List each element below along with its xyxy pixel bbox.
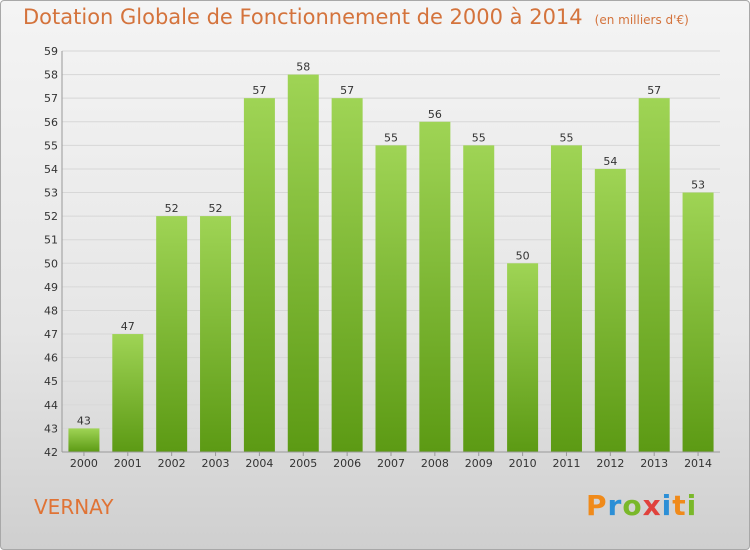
y-tick-label: 48 bbox=[44, 304, 58, 317]
y-tick-label: 55 bbox=[44, 139, 58, 152]
data-label: 52 bbox=[165, 202, 179, 215]
x-tick-label: 2003 bbox=[202, 457, 230, 470]
bar-2000 bbox=[68, 428, 100, 452]
data-label: 55 bbox=[384, 131, 398, 144]
y-tick-label: 57 bbox=[44, 92, 58, 105]
x-tick-label: 2000 bbox=[70, 457, 98, 470]
data-label: 57 bbox=[647, 84, 661, 97]
x-tick-label: 2008 bbox=[421, 457, 449, 470]
logo-letter: i bbox=[686, 489, 698, 522]
bar-2006 bbox=[331, 98, 363, 453]
x-tick-label: 2011 bbox=[552, 457, 580, 470]
y-tick-label: 50 bbox=[44, 257, 58, 270]
data-label: 54 bbox=[603, 155, 617, 168]
x-tick-label: 2001 bbox=[114, 457, 142, 470]
x-tick-label: 2013 bbox=[640, 457, 668, 470]
data-label: 50 bbox=[516, 249, 530, 262]
data-labels: 43 47 52 52 57 58 57 55 56 55 50 55 54 57 53 bbox=[77, 61, 705, 428]
y-tick-label: 42 bbox=[44, 446, 58, 459]
y-tick-label: 58 bbox=[44, 69, 58, 82]
y-tick-label: 56 bbox=[44, 116, 58, 129]
x-tick-label: 2014 bbox=[684, 457, 712, 470]
data-label: 58 bbox=[296, 61, 310, 74]
chart-title: Dotation Globale de Fonctionnement de 20… bbox=[23, 5, 689, 29]
logo-letter: P bbox=[586, 489, 608, 522]
bar-2008 bbox=[419, 121, 451, 452]
x-tick-label: 2002 bbox=[158, 457, 186, 470]
data-label: 43 bbox=[77, 414, 91, 427]
axes: 42 43 44 45 46 47 48 49 50 51 52 53 54 55 56 57 58 59 2000… bbox=[44, 45, 720, 470]
data-label: 52 bbox=[209, 202, 223, 215]
y-tick-label: 53 bbox=[44, 187, 58, 200]
data-label: 47 bbox=[121, 320, 135, 333]
y-tick-label: 59 bbox=[44, 45, 58, 58]
x-tick-label: 2010 bbox=[509, 457, 537, 470]
data-label: 53 bbox=[691, 179, 705, 192]
data-label: 55 bbox=[559, 131, 573, 144]
bar-2001 bbox=[112, 334, 144, 452]
y-tick-label: 47 bbox=[44, 328, 58, 341]
y-tick-label: 45 bbox=[44, 375, 58, 388]
bar-2005 bbox=[287, 74, 319, 453]
logo-letter: x bbox=[642, 489, 662, 522]
data-label: 57 bbox=[252, 84, 266, 97]
bars bbox=[68, 74, 714, 453]
bar-2013 bbox=[638, 98, 670, 453]
x-tick-label: 2012 bbox=[596, 457, 624, 470]
chart-title-text: Dotation Globale de Fonctionnement de 20… bbox=[23, 5, 583, 29]
x-tick-label: 2007 bbox=[377, 457, 405, 470]
data-label: 57 bbox=[340, 84, 354, 97]
bar-2003 bbox=[200, 216, 232, 452]
y-tick-label: 46 bbox=[44, 352, 58, 365]
y-tick-label: 54 bbox=[44, 163, 58, 176]
bar-2010 bbox=[507, 263, 539, 452]
y-tick-label: 49 bbox=[44, 281, 58, 294]
bar-2007 bbox=[375, 145, 407, 452]
y-tick-label: 44 bbox=[44, 399, 58, 412]
y-tick-label: 51 bbox=[44, 234, 58, 247]
bar-2009 bbox=[463, 145, 495, 452]
logo-letter: t bbox=[672, 489, 687, 522]
data-label: 55 bbox=[472, 131, 486, 144]
commune-name: VERNAY bbox=[34, 495, 114, 519]
bar-2012 bbox=[594, 168, 626, 453]
proxiti-logo: Proxiti bbox=[586, 489, 697, 522]
bar-2011 bbox=[550, 145, 582, 452]
y-tick-label: 43 bbox=[44, 422, 58, 435]
y-tick-label: 52 bbox=[44, 210, 58, 223]
x-tick-label: 2006 bbox=[333, 457, 361, 470]
x-tick-label: 2005 bbox=[289, 457, 317, 470]
x-tick-label: 2004 bbox=[245, 457, 273, 470]
bar-2004 bbox=[243, 98, 275, 453]
logo-letter: r bbox=[607, 489, 623, 522]
logo-letter: o bbox=[622, 489, 643, 522]
logo-letter: i bbox=[661, 489, 673, 522]
bar-2002 bbox=[156, 216, 188, 452]
data-label: 56 bbox=[428, 108, 442, 121]
x-tick-label: 2009 bbox=[465, 457, 493, 470]
bar-2014 bbox=[682, 192, 714, 452]
chart-unit: (en milliers d'€) bbox=[594, 13, 689, 27]
